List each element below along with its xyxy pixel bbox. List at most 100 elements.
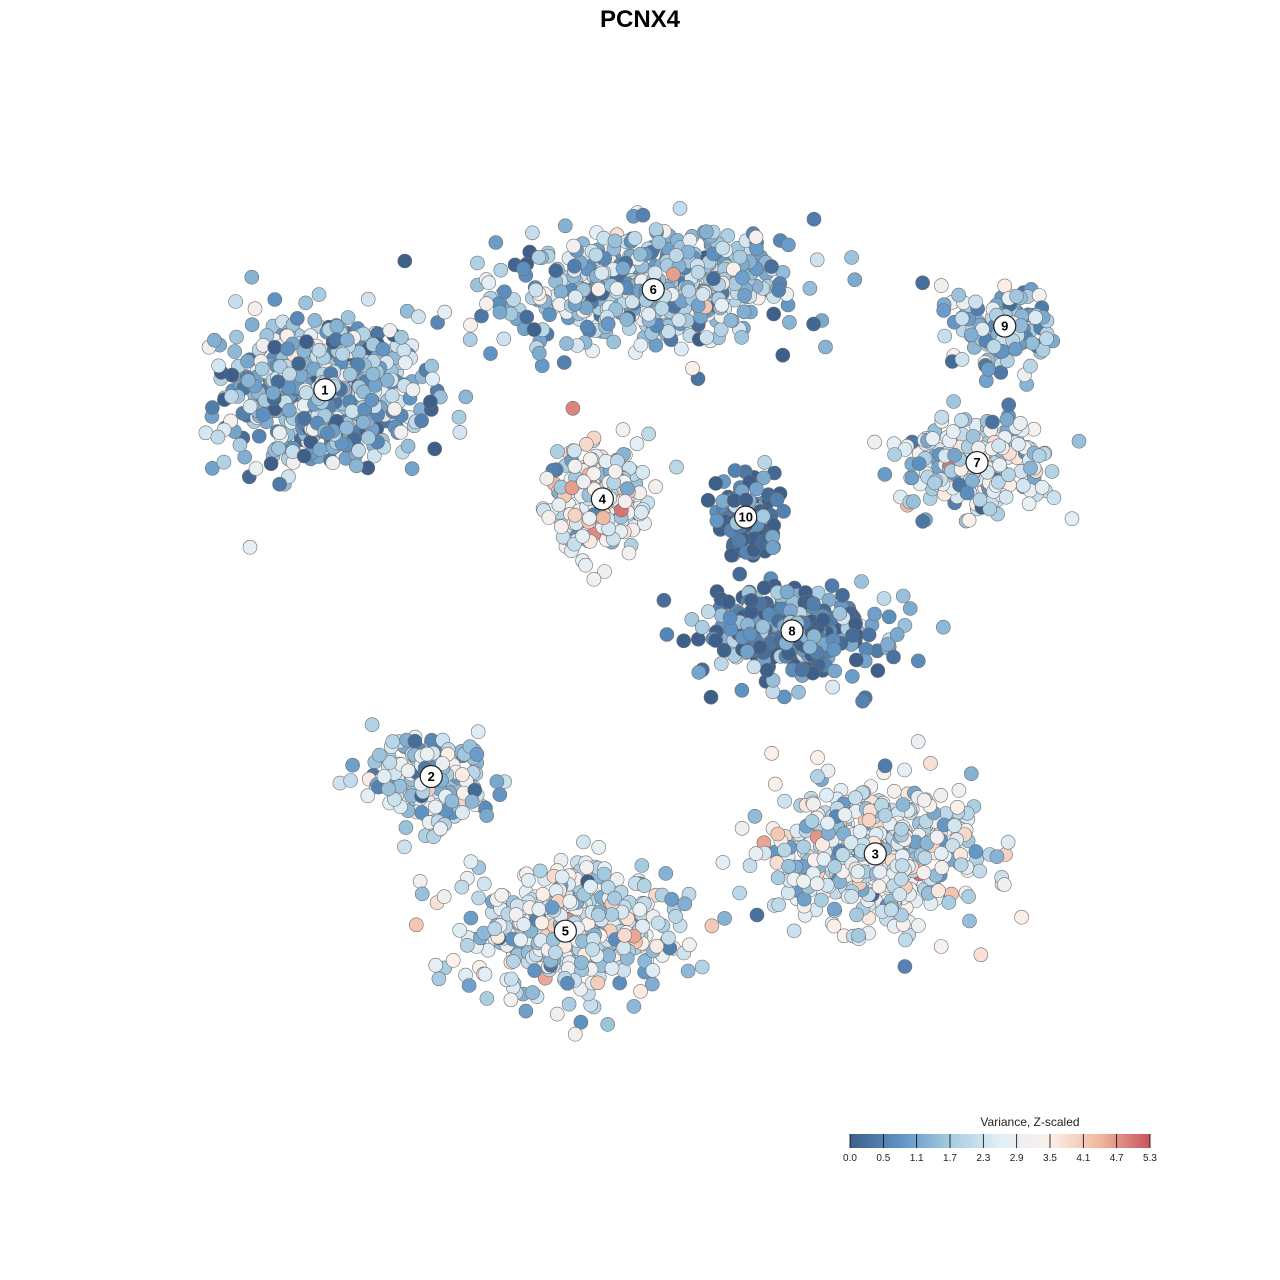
data-point [632, 247, 648, 262]
data-point [414, 805, 430, 820]
data-point [244, 317, 260, 333]
data-point [714, 297, 730, 313]
data-point [464, 794, 480, 809]
data-point [953, 857, 969, 873]
data-point [531, 345, 547, 361]
data-point [997, 278, 1013, 294]
data-point [534, 358, 550, 374]
data-point [635, 918, 650, 934]
data-point [477, 966, 493, 982]
data-point [837, 807, 853, 822]
data-point [492, 304, 508, 320]
cluster-label-badge [780, 619, 804, 643]
data-point [419, 746, 435, 762]
data-point [452, 424, 468, 440]
data-point [481, 275, 497, 291]
data-point [325, 455, 341, 471]
data-point [430, 315, 445, 330]
data-point [255, 407, 271, 422]
data-point [804, 813, 820, 829]
data-point [626, 999, 642, 1014]
data-point [933, 845, 949, 861]
data-point [458, 389, 474, 405]
data-point [489, 774, 505, 789]
data-point [496, 331, 512, 347]
legend-tick-label: 5.3 [1143, 1153, 1157, 1164]
data-point [706, 271, 721, 287]
data-point [844, 669, 860, 684]
data-point [669, 459, 684, 475]
data-point [999, 412, 1015, 427]
data-point [673, 341, 689, 357]
data-point [715, 855, 731, 870]
data-point [586, 571, 602, 587]
legend-colorbar [850, 1134, 1150, 1148]
legend-tick-label: 0.5 [876, 1153, 890, 1164]
data-point [476, 876, 492, 892]
data-point [700, 604, 716, 620]
data-point [847, 272, 863, 288]
data-point [990, 474, 1006, 490]
data-point [612, 975, 628, 991]
data-point [694, 959, 710, 975]
data-point [876, 591, 892, 606]
data-point [579, 319, 595, 335]
data-point [479, 296, 494, 312]
data-point [668, 909, 683, 924]
data-point [282, 366, 297, 382]
data-point [742, 626, 758, 642]
data-point [469, 746, 485, 762]
data-point [749, 907, 765, 923]
data-point [350, 357, 366, 372]
data-point [425, 371, 440, 387]
data-point [526, 322, 542, 337]
data-point [916, 792, 932, 808]
data-point [242, 399, 258, 414]
data-point [376, 769, 392, 784]
data-point [493, 262, 509, 278]
data-point [886, 649, 901, 665]
legend-tick-label: 4.7 [1110, 1153, 1124, 1164]
cluster-label-text: 7 [973, 455, 980, 470]
data-point [594, 265, 610, 281]
data-point [615, 422, 631, 437]
data-point [771, 283, 787, 298]
data-point [241, 373, 256, 388]
data-point [397, 355, 413, 371]
data-point [400, 763, 416, 779]
data-point [690, 264, 706, 280]
points-layer [198, 201, 1087, 1042]
data-point [525, 225, 540, 241]
data-point [525, 985, 540, 1000]
data-point [980, 361, 996, 377]
cluster-label-text: 1 [321, 382, 328, 397]
data-point [825, 679, 841, 695]
data-point [554, 869, 570, 885]
data-point [911, 456, 927, 472]
data-point [849, 907, 864, 923]
data-point [637, 953, 653, 969]
data-point [583, 879, 598, 894]
data-point [344, 403, 360, 419]
data-point [431, 971, 447, 987]
data-point [503, 971, 519, 987]
data-point [551, 497, 567, 513]
data-point [621, 545, 637, 561]
data-point [770, 826, 786, 842]
data-point [455, 805, 470, 820]
data-point [479, 808, 495, 823]
data-point [470, 724, 486, 740]
data-point [764, 745, 780, 761]
data-point [1001, 467, 1016, 483]
data-point [796, 839, 811, 855]
data-point [633, 984, 648, 999]
data-point [604, 960, 620, 976]
data-point [734, 682, 750, 698]
data-point [954, 352, 970, 367]
data-point [627, 231, 643, 246]
data-point [757, 455, 773, 470]
data-point [400, 438, 416, 454]
data-point [827, 663, 843, 679]
cluster-label-badge [419, 764, 443, 789]
cluster-label-9: 9 [993, 314, 1017, 338]
